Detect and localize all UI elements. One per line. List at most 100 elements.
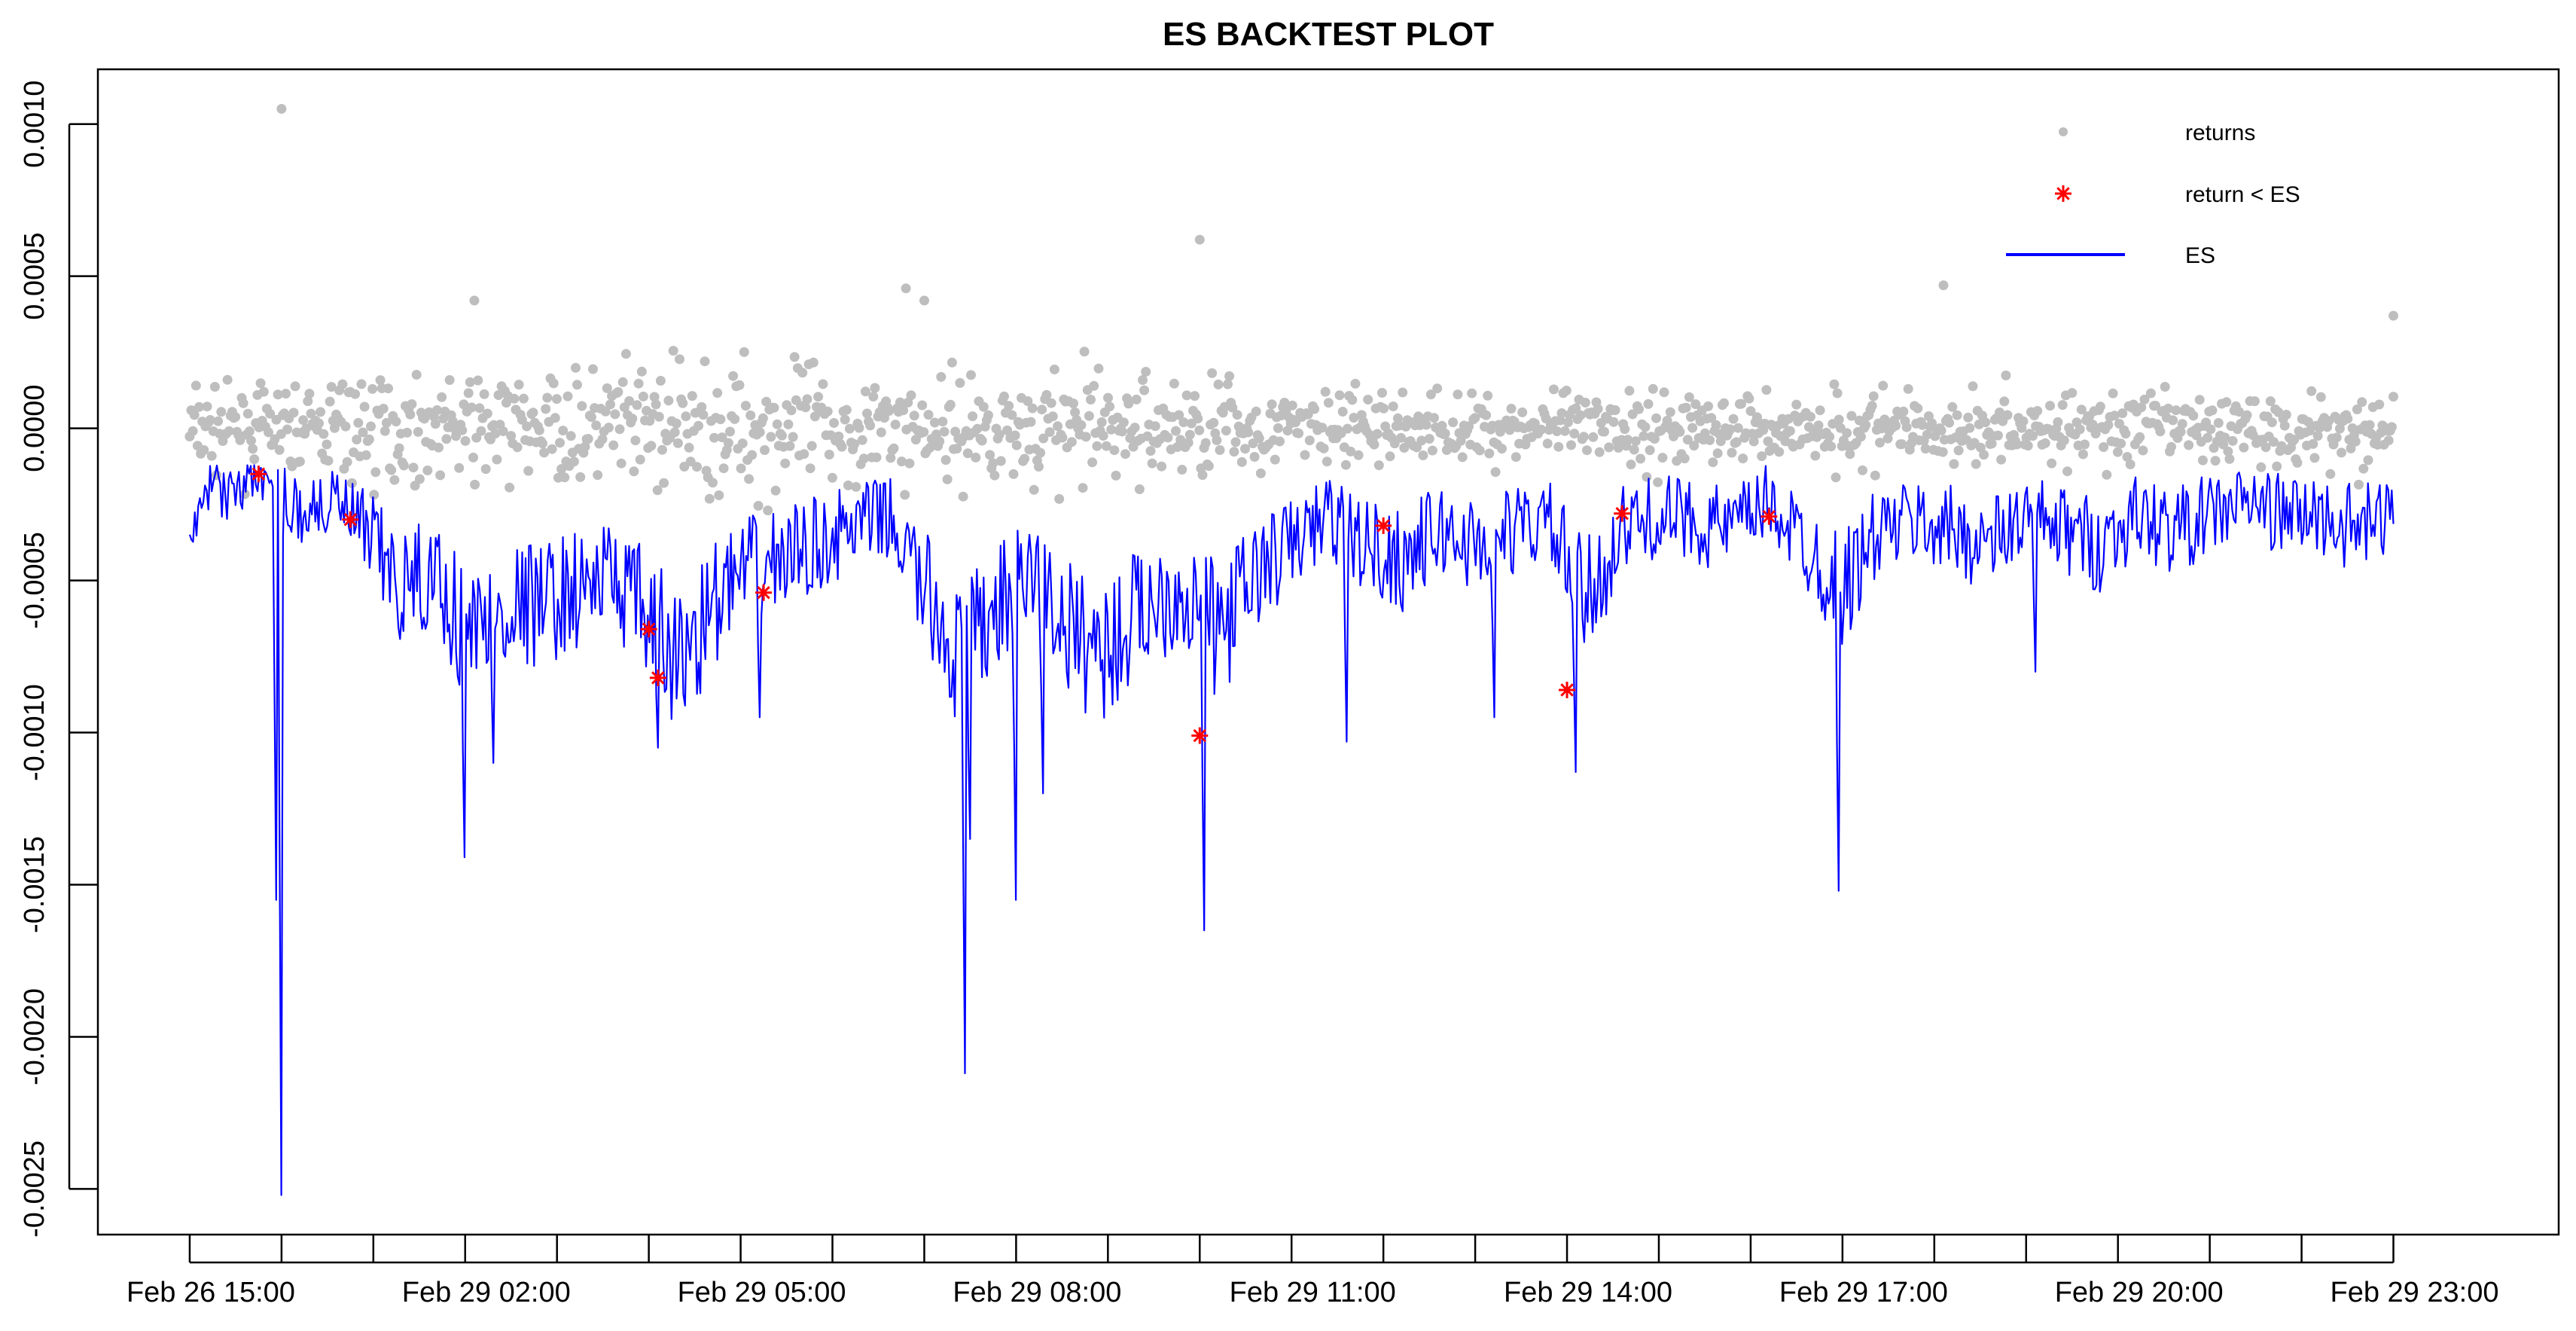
return-point <box>1868 391 1879 401</box>
return-point <box>1643 398 1654 409</box>
return-point <box>1008 469 1019 479</box>
return-point <box>1029 484 1039 495</box>
return-point <box>470 479 480 490</box>
return-point <box>1212 435 1222 445</box>
return-point <box>857 435 867 445</box>
return-point <box>1665 407 1675 417</box>
exceedance-marker-stroke <box>1615 506 1629 520</box>
return-point <box>1936 426 1946 435</box>
return-point <box>2080 439 2090 450</box>
return-point <box>636 366 647 377</box>
return-point <box>1748 436 1759 447</box>
return-point <box>1177 465 1187 475</box>
return-point <box>361 450 371 460</box>
return-point <box>444 375 455 385</box>
return-point <box>1832 388 1843 398</box>
return-point <box>1706 413 1717 423</box>
return-point <box>2267 417 2277 428</box>
return-point <box>2023 441 2033 451</box>
return-point <box>281 389 291 399</box>
return-point <box>457 425 468 435</box>
return-point <box>2163 403 2173 414</box>
exceedance-marker <box>1761 508 1778 525</box>
return-point <box>994 429 1004 440</box>
return-point <box>1086 395 1096 404</box>
return-point <box>603 423 614 433</box>
return-point <box>2045 401 2055 411</box>
return-point <box>447 416 458 426</box>
return-point <box>2047 458 2057 469</box>
return-point <box>1831 472 1841 483</box>
return-point <box>1949 459 1959 469</box>
return-point <box>1645 445 1655 456</box>
return-point <box>632 400 642 411</box>
return-point <box>1041 389 1052 400</box>
return-point <box>2032 406 2043 416</box>
return-point <box>1087 457 1098 468</box>
return-point <box>1559 426 1570 436</box>
return-point <box>1117 426 1127 437</box>
exceedance-marker <box>342 511 359 528</box>
return-point <box>380 426 390 436</box>
return-point <box>2331 432 2342 443</box>
return-point <box>1171 426 1181 436</box>
return-point <box>652 485 663 496</box>
return-point <box>1350 378 1361 389</box>
return-point <box>901 283 911 294</box>
y-tick-label: -0.0015 <box>19 836 50 933</box>
return-point <box>2265 396 2276 407</box>
return-point <box>1007 410 1017 420</box>
return-point <box>1599 426 1609 437</box>
return-point <box>1230 437 1241 447</box>
return-point <box>962 448 973 459</box>
return-point <box>1552 426 1562 436</box>
return-point <box>303 396 313 407</box>
return-point <box>2177 419 2187 429</box>
return-point <box>468 452 478 462</box>
return-point <box>2166 441 2176 452</box>
return-point <box>802 394 812 404</box>
return-point <box>772 419 782 429</box>
return-point <box>942 474 953 484</box>
return-point <box>1870 470 1880 481</box>
return-point <box>1553 441 1564 452</box>
return-point <box>591 420 602 431</box>
return-point <box>1236 456 1247 467</box>
x-tick-label: Feb 29 11:00 <box>1230 1277 1396 1308</box>
return-point <box>1653 477 1663 487</box>
return-point <box>808 357 819 368</box>
return-point <box>1081 432 1091 442</box>
return-point <box>325 396 335 407</box>
return-point <box>999 391 1009 401</box>
y-tick-label: 0.0000 <box>19 385 50 472</box>
chart-title: ES BACKTEST PLOT <box>1163 16 1494 53</box>
return-point <box>238 398 248 408</box>
return-point <box>2139 394 2150 404</box>
return-point <box>1011 440 1022 450</box>
return-point <box>1078 483 1088 493</box>
return-point <box>1279 398 1290 408</box>
return-point <box>966 370 976 380</box>
return-point <box>1157 461 1167 472</box>
return-point <box>917 400 928 411</box>
return-point <box>692 462 702 472</box>
return-point <box>2116 438 2126 449</box>
return-point <box>402 427 413 438</box>
return-point <box>386 465 397 475</box>
return-point <box>1098 431 1108 441</box>
return-point <box>2188 411 2199 421</box>
return-point <box>2309 453 2320 463</box>
return-point <box>1470 413 1480 423</box>
legend: returns return < ES ES <box>2006 121 2300 268</box>
return-point <box>783 419 794 429</box>
return-point <box>1416 435 1427 446</box>
return-point <box>786 405 797 416</box>
return-point <box>1536 424 1547 435</box>
return-point <box>668 346 678 356</box>
return-point <box>1197 470 1208 481</box>
return-point <box>760 445 770 455</box>
return-point <box>1682 435 1693 445</box>
return-point <box>1363 395 1373 404</box>
return-point <box>2040 438 2050 448</box>
return-point <box>780 458 791 469</box>
